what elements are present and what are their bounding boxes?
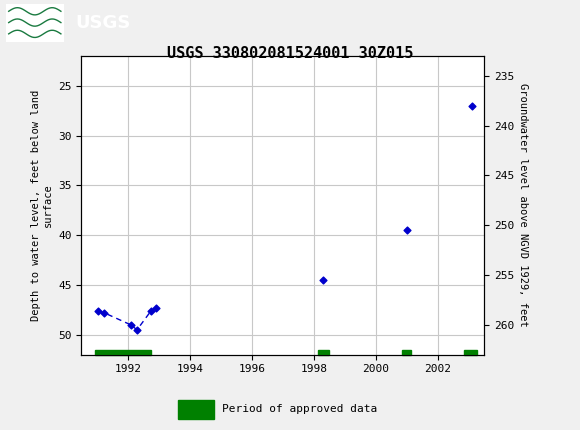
Point	[100, 310, 109, 316]
Point	[132, 326, 142, 333]
Point	[467, 102, 477, 109]
Point	[126, 321, 136, 328]
Point	[151, 304, 160, 311]
Bar	[178, 400, 214, 419]
Y-axis label: Depth to water level, feet below land
surface: Depth to water level, feet below land su…	[31, 90, 52, 321]
Bar	[6, 3, 64, 42]
Bar	[402, 350, 411, 355]
Bar	[464, 350, 477, 355]
Point	[318, 276, 328, 283]
Text: Period of approved data: Period of approved data	[222, 403, 378, 414]
Point	[93, 307, 103, 314]
Point	[402, 227, 411, 233]
Y-axis label: Groundwater level above NGVD 1929, feet: Groundwater level above NGVD 1929, feet	[518, 83, 528, 327]
Text: USGS 330802081524001 30Z015: USGS 330802081524001 30Z015	[167, 46, 413, 61]
Point	[146, 307, 155, 314]
Bar	[95, 350, 151, 355]
Bar	[318, 350, 329, 355]
Text: USGS: USGS	[75, 14, 130, 31]
